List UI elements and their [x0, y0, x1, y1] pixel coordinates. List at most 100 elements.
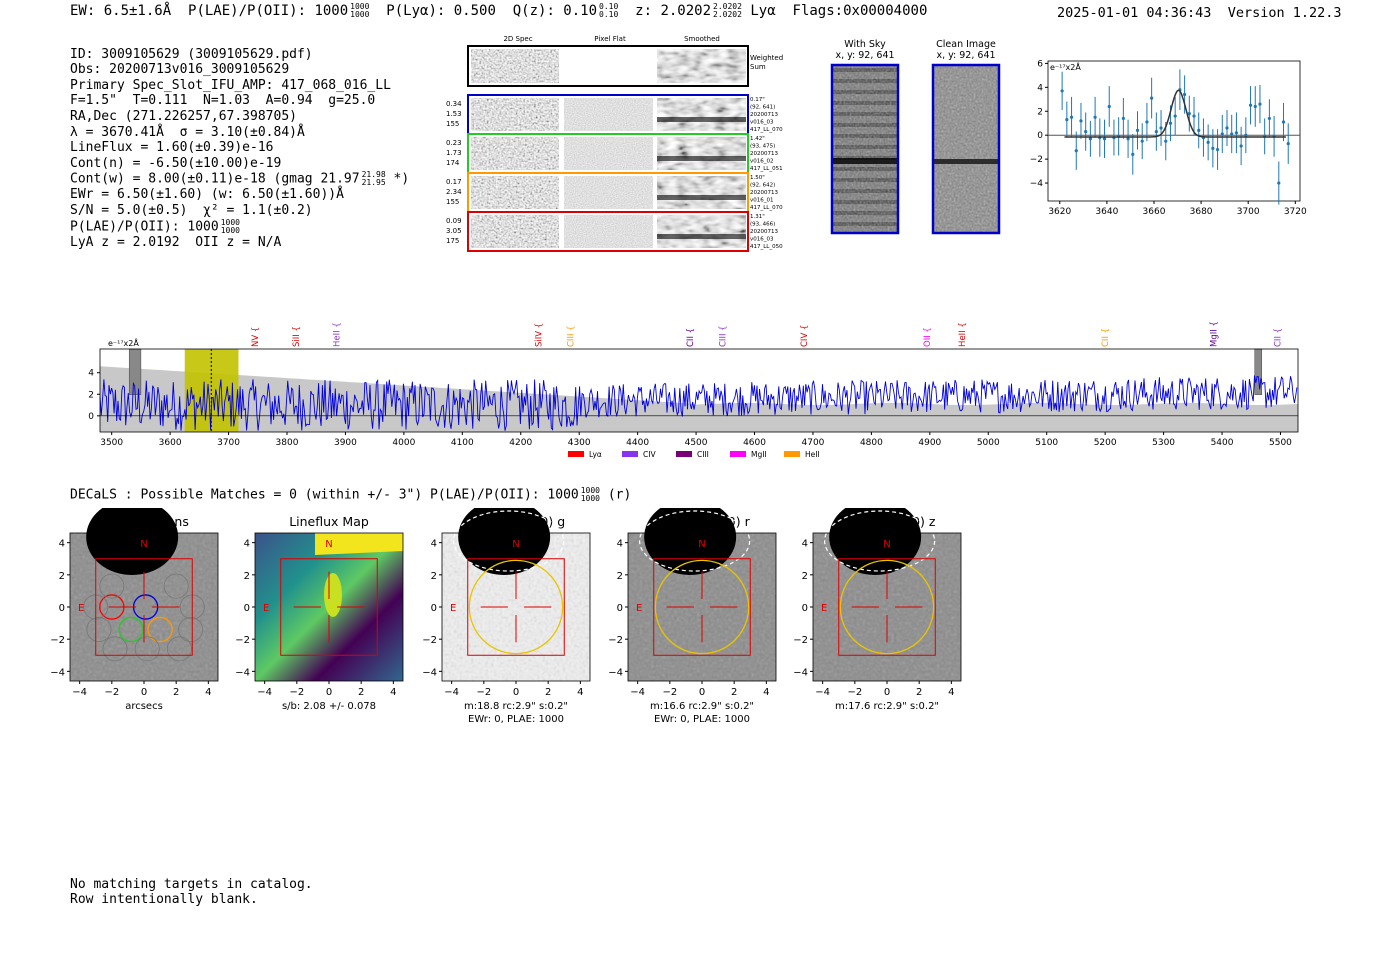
legend-swatch	[622, 451, 638, 457]
with-sky-image	[830, 63, 900, 235]
x-tick-label: 4	[205, 687, 211, 698]
info-line: RA,Dec (271.226257,67.398705)	[70, 108, 297, 124]
cutout-row-stat: 1.73	[446, 149, 462, 157]
col-label-flat: Pixel Flat	[594, 35, 626, 43]
cutout-2d-image	[471, 176, 559, 209]
data-point	[1093, 115, 1097, 119]
panel-caption: m:18.8 rc:2.9" s:0.2"	[464, 701, 568, 712]
north-label: N	[883, 539, 890, 550]
cutout-row-meta: 417_LL_070	[750, 205, 783, 211]
cutout-smooth-image	[657, 176, 746, 209]
y-tick-label: 0	[59, 603, 65, 614]
header-plae: P(LAE)/P(OII): 1000	[188, 3, 349, 19]
x-tick-label: 2	[731, 687, 737, 698]
legend-label: CIV	[643, 450, 656, 459]
cutout-row-meta: 417_LL_050	[750, 244, 783, 250]
cutout-smooth-trace	[657, 156, 746, 161]
info-line: Cont(w) = 8.00(±0.11)e-18 (gmag 21.97 21.…	[70, 170, 410, 188]
x-tick-label: 4300	[568, 438, 591, 448]
y-tick-label: −2	[793, 635, 808, 646]
x-tick-label: 0	[884, 687, 890, 698]
y-tick-label: 0	[431, 603, 437, 614]
y-tick-label: 4	[1037, 83, 1043, 93]
x-tick-label: 4500	[685, 438, 708, 448]
decals-summary: DECaLS : Possible Matches = 0 (within +/…	[70, 486, 632, 503]
x-tick-label: −2	[847, 687, 862, 698]
x-tick-label: 2	[545, 687, 551, 698]
line-mark-label: SiIV {	[534, 323, 544, 347]
line-mark-label: MgII {	[1209, 321, 1219, 347]
data-point	[1150, 96, 1154, 100]
legend-swatch	[568, 451, 584, 457]
x-tick-label: 4200	[509, 438, 532, 448]
fiber-circle	[147, 616, 173, 643]
fiber-circle	[99, 573, 125, 599]
cutout-flat-image	[564, 176, 653, 209]
cutout-smooth-trace	[657, 234, 746, 239]
x-tick-label: 4700	[802, 438, 825, 448]
data-point	[1281, 120, 1286, 124]
y-tick-label: 2	[244, 571, 250, 582]
east-label: E	[636, 603, 642, 614]
data-point	[1286, 141, 1290, 146]
x-tick-label: 5300	[1152, 438, 1175, 448]
decals-panel: Lineflux Map N E −4 −4 −2 −2 0 0 2 2 4 4 s/b: 2.08 +/…	[235, 514, 404, 712]
data-point	[1140, 139, 1144, 143]
cutout-smooth-image	[657, 215, 746, 248]
info-line: ID: 3009105629 (3009105629.pdf)	[70, 46, 313, 62]
data-point	[1131, 152, 1135, 156]
data-point	[1182, 92, 1187, 97]
x-tick-label: 3500	[100, 438, 123, 448]
data-point	[1253, 104, 1257, 109]
legend-swatch	[784, 451, 800, 457]
cutout-row-meta: v016_02	[750, 159, 774, 165]
clean-image	[931, 63, 1001, 235]
cutout-row-meta: 20200713	[750, 112, 778, 118]
data-point	[1079, 119, 1083, 123]
x-tick-label: 4	[948, 687, 954, 698]
x-tick-label: −4	[630, 687, 645, 698]
line-mark-label: CII {	[1101, 328, 1111, 347]
data-point	[1192, 114, 1196, 118]
line-mark-label: CIV {	[800, 325, 810, 347]
cutout-smooth-image	[657, 137, 746, 170]
x-tick-label: −4	[815, 687, 830, 698]
y-tick-label: 2	[59, 571, 65, 582]
x-tick-label: 4100	[451, 438, 474, 448]
y-tick-label: −2	[422, 635, 437, 646]
info-line: F=1.5" T=0.111 N=1.03 A=0.94 g=25.0	[70, 93, 376, 109]
panel-caption: m:16.6 rc:2.9" s:0.2"	[650, 701, 754, 712]
y-tick-label: 0	[88, 412, 94, 422]
header-version: Version 1.22.3	[1227, 5, 1342, 21]
x-tick-label: 3700	[217, 438, 240, 448]
data-point	[1107, 104, 1111, 109]
line-mark-label: SiII {	[292, 326, 302, 347]
data-point	[1225, 126, 1229, 130]
north-label: N	[512, 539, 519, 550]
line-mark-label: HeII {	[333, 322, 343, 347]
x-tick-label: 3600	[159, 438, 182, 448]
header-z: z: 2.0202	[635, 3, 712, 19]
data-point	[1239, 144, 1243, 148]
cutout-row-meta: 417_LL_051	[750, 166, 783, 172]
cutout-row-meta: (92, 642)	[750, 183, 775, 189]
cutout-row-meta: (92, 641)	[750, 105, 775, 111]
col-label-smooth: Smoothed	[684, 35, 720, 43]
y-tick-label: 4	[88, 369, 94, 379]
info-line: Obs: 20200713v016_3009105629	[70, 62, 290, 78]
with-sky-title: With Sky	[844, 39, 886, 50]
y-tick-label: 4	[59, 539, 65, 550]
x-tick-label: 3900	[334, 438, 357, 448]
y-tick-label: 4	[431, 539, 437, 550]
weighted-sum-label: Weighted	[750, 54, 783, 62]
north-label: N	[140, 539, 147, 550]
plot-frame	[1047, 60, 1301, 202]
cutout-row-stat: 3.05	[446, 227, 462, 235]
panel-title: Lineflux Map	[289, 514, 369, 529]
data-point	[1173, 114, 1177, 118]
cutout-flat-image	[564, 215, 653, 248]
info-line: Primary Spec_Slot_IFU_AMP: 417_068_016_L…	[70, 77, 391, 93]
north-label: N	[698, 539, 705, 550]
east-label: E	[263, 603, 269, 614]
cutout-row-meta: v016_01	[750, 198, 774, 204]
